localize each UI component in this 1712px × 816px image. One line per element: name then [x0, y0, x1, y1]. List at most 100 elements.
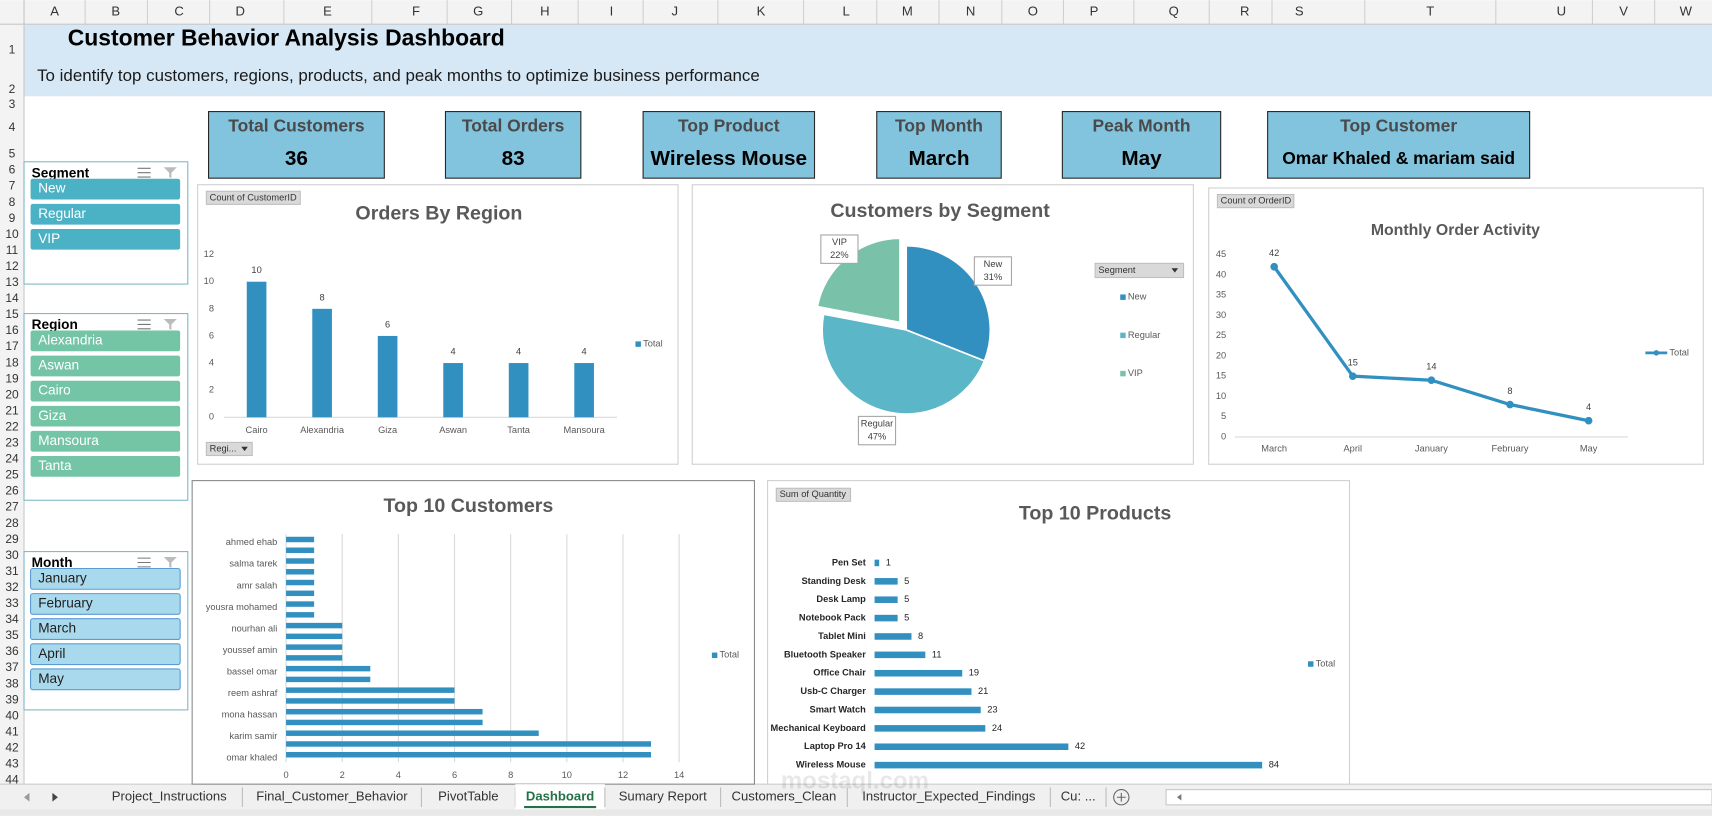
y-tick-label: karim samir — [229, 731, 277, 741]
legend-swatch — [1120, 370, 1126, 377]
bar — [286, 665, 371, 672]
kpi-value: 83 — [502, 147, 525, 170]
line-marker — [1427, 376, 1436, 385]
slicer-item[interactable] — [30, 618, 181, 641]
clear-filter-icon[interactable] — [163, 557, 177, 568]
clear-filter-icon[interactable] — [163, 319, 177, 330]
column-header: R — [1240, 4, 1249, 19]
row-header: 28 — [5, 516, 19, 530]
chart-title: Monthly Order Activity — [1371, 222, 1540, 239]
bar — [874, 761, 1263, 769]
column-header: K — [757, 4, 766, 19]
y-tick-label: 2 — [209, 385, 214, 395]
row-header-bar — [0, 24, 25, 785]
data-label: 42 — [1075, 741, 1085, 751]
multi-select-icon[interactable] — [137, 167, 151, 178]
sheet-tab: Instructor_Expected_Findings — [862, 789, 1036, 804]
slicer-title: Segment — [32, 165, 90, 180]
slicer-item-label: April — [38, 646, 65, 661]
x-tick-label: 12 — [618, 770, 628, 780]
bar — [286, 612, 315, 618]
data-label: 14 — [1426, 362, 1436, 372]
column-header: J — [671, 4, 678, 19]
row-header: 40 — [5, 708, 19, 722]
bar — [286, 579, 315, 586]
row-header: 3 — [9, 97, 16, 111]
data-label-category: Regular — [861, 418, 893, 428]
row-header: 17 — [5, 339, 19, 353]
chart-title: Orders By Region — [355, 202, 522, 224]
multi-select-icon[interactable] — [137, 319, 151, 330]
row-header: 21 — [5, 403, 19, 417]
slicer-item[interactable] — [30, 405, 181, 427]
dashboard-subtitle: To identify top customers, regions, prod… — [37, 66, 760, 85]
data-label: 8 — [918, 631, 923, 641]
y-tick-label: youssef amin — [223, 645, 278, 655]
slicer-item[interactable] — [30, 668, 181, 691]
bar — [286, 655, 343, 661]
slicer-item[interactable] — [30, 380, 181, 402]
horizontal-scrollbar[interactable] — [1165, 789, 1712, 806]
slicer-item[interactable] — [30, 330, 181, 352]
bar — [874, 743, 1069, 751]
y-tick-label: 0 — [209, 412, 214, 422]
bar — [286, 622, 343, 629]
field-button[interactable] — [1216, 194, 1295, 209]
slicer-item[interactable] — [30, 430, 181, 452]
y-tick-label: reem ashraf — [228, 688, 278, 698]
y-tick-label: Mechanical Keyboard — [771, 723, 867, 733]
slicer-item[interactable] — [30, 567, 181, 590]
column-header: O — [1028, 4, 1038, 19]
chart-title: Customers by Segment — [830, 200, 1050, 222]
bar — [874, 651, 926, 659]
data-label: 5 — [904, 576, 909, 586]
field-button[interactable] — [775, 487, 852, 502]
multi-select-icon[interactable] — [137, 557, 151, 568]
row-header: 19 — [5, 371, 19, 385]
row-header: 16 — [5, 323, 19, 337]
scroll-left[interactable] — [1177, 793, 1182, 801]
field-button[interactable] — [205, 190, 301, 205]
add-sheet[interactable] — [1113, 789, 1130, 806]
y-tick-label: Notebook Pack — [799, 613, 867, 623]
slicer-item[interactable] — [30, 593, 181, 615]
chart-area — [767, 480, 1351, 785]
slicer-item[interactable] — [30, 643, 181, 666]
x-tick-label: Cairo — [246, 425, 268, 435]
slicer-item[interactable] — [30, 228, 181, 250]
x-tick-label: Alexandria — [300, 425, 345, 435]
sheet-tab: Dashboard — [526, 789, 594, 804]
legend-field-button[interactable] — [1094, 262, 1185, 279]
filter-button[interactable] — [205, 441, 253, 457]
bar — [874, 706, 981, 714]
y-tick-label: 40 — [1216, 269, 1226, 279]
line-marker — [1584, 416, 1593, 425]
slicer-title: Region — [32, 317, 78, 332]
y-tick-label: bassel omar — [227, 666, 277, 676]
column-header: B — [111, 4, 120, 19]
row-header: 14 — [5, 291, 19, 305]
active-tab[interactable] — [515, 784, 605, 810]
kpi-label: Top Month — [895, 115, 983, 135]
data-label: 4 — [451, 347, 456, 357]
x-tick-label: 8 — [508, 770, 513, 780]
x-tick-label: 2 — [340, 770, 345, 780]
slicer-item[interactable] — [30, 355, 181, 377]
tab-nav-right[interactable] — [52, 792, 58, 802]
bar — [443, 363, 463, 418]
column-header: C — [174, 4, 183, 19]
slicer-item[interactable] — [30, 178, 181, 200]
y-tick-label: 0 — [1221, 431, 1226, 441]
slicer-item[interactable] — [30, 203, 181, 225]
data-label: 11 — [932, 649, 942, 659]
bar — [286, 708, 483, 715]
tab-nav-left[interactable] — [24, 792, 30, 802]
x-tick-label: Aswan — [439, 425, 467, 435]
clear-filter-icon[interactable] — [163, 167, 177, 179]
column-header: N — [966, 4, 975, 19]
kpi-card — [876, 111, 1002, 179]
data-label: 23 — [987, 704, 997, 714]
bar — [286, 752, 652, 758]
slicer-item[interactable] — [30, 456, 181, 477]
row-header: 30 — [5, 548, 19, 562]
